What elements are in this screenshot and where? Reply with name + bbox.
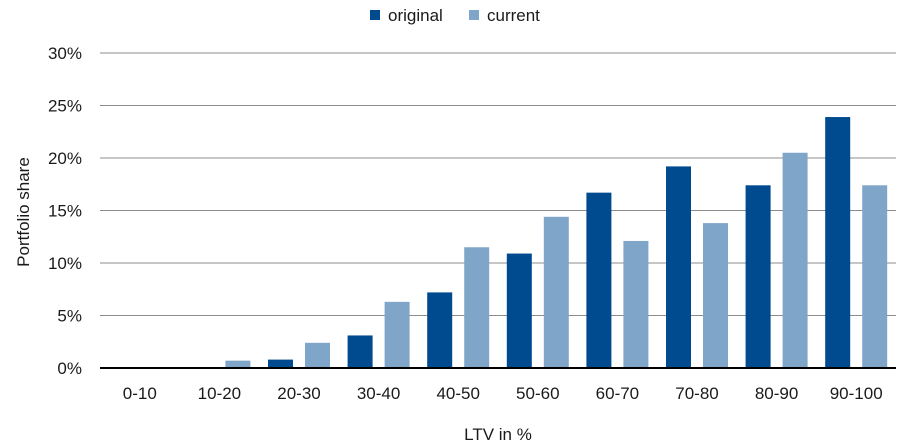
y-tick-label: 30%	[48, 44, 82, 63]
bar-current-70-80	[703, 223, 728, 368]
bar-current-20-30	[305, 342, 330, 368]
bar-original-40-50	[427, 292, 453, 368]
legend-label-current: current	[487, 6, 540, 25]
legend-label-original: original	[388, 6, 443, 25]
legend-swatch-current	[469, 10, 479, 20]
x-tick-label: 90-100	[830, 384, 883, 403]
bar-original-60-70	[586, 192, 612, 368]
legend: original current	[370, 6, 540, 25]
bar-original-50-60	[506, 253, 532, 368]
bar-current-10-20	[225, 360, 251, 368]
x-tick-label: 30-40	[357, 384, 400, 403]
x-tick-label: 40-50	[436, 384, 479, 403]
bar-original-20-30	[268, 359, 293, 368]
y-axis-title: Portfolio share	[14, 157, 33, 267]
bar-original-70-80	[666, 166, 691, 368]
bar-current-90-100	[862, 185, 888, 368]
x-tick-label: 70-80	[675, 384, 718, 403]
bar-current-60-70	[623, 240, 649, 368]
y-tick-label: 25%	[48, 97, 82, 116]
x-tick-label: 10-20	[198, 384, 241, 403]
y-tick-label: 15%	[48, 202, 82, 221]
bars	[225, 117, 888, 368]
bar-current-30-40	[384, 301, 410, 368]
x-tick-label: 50-60	[516, 384, 559, 403]
y-tick-label: 0%	[57, 359, 82, 378]
y-tick-labels: 0% 5% 10% 15% 20% 25% 30%	[48, 44, 82, 378]
legend-swatch-original	[370, 10, 380, 20]
x-tick-label: 80-90	[755, 384, 798, 403]
bar-current-50-60	[543, 216, 569, 368]
y-tick-label: 10%	[48, 254, 82, 273]
x-axis-title: LTV in %	[464, 425, 532, 444]
bar-original-30-40	[347, 335, 373, 368]
bar-original-90-100	[825, 117, 851, 368]
y-tick-label: 20%	[48, 149, 82, 168]
bar-current-40-50	[464, 247, 490, 368]
x-tick-labels: 0-10 10-20 20-30 30-40 40-50 50-60 60-70 70-80 8…	[123, 384, 883, 403]
x-tick-label: 20-30	[277, 384, 320, 403]
y-tick-label: 5%	[57, 307, 82, 326]
x-tick-label: 0-10	[123, 384, 157, 403]
bar-current-80-90	[782, 152, 808, 368]
x-tick-label: 60-70	[596, 384, 639, 403]
bar-original-80-90	[745, 185, 771, 368]
gridlines	[100, 52, 896, 316]
